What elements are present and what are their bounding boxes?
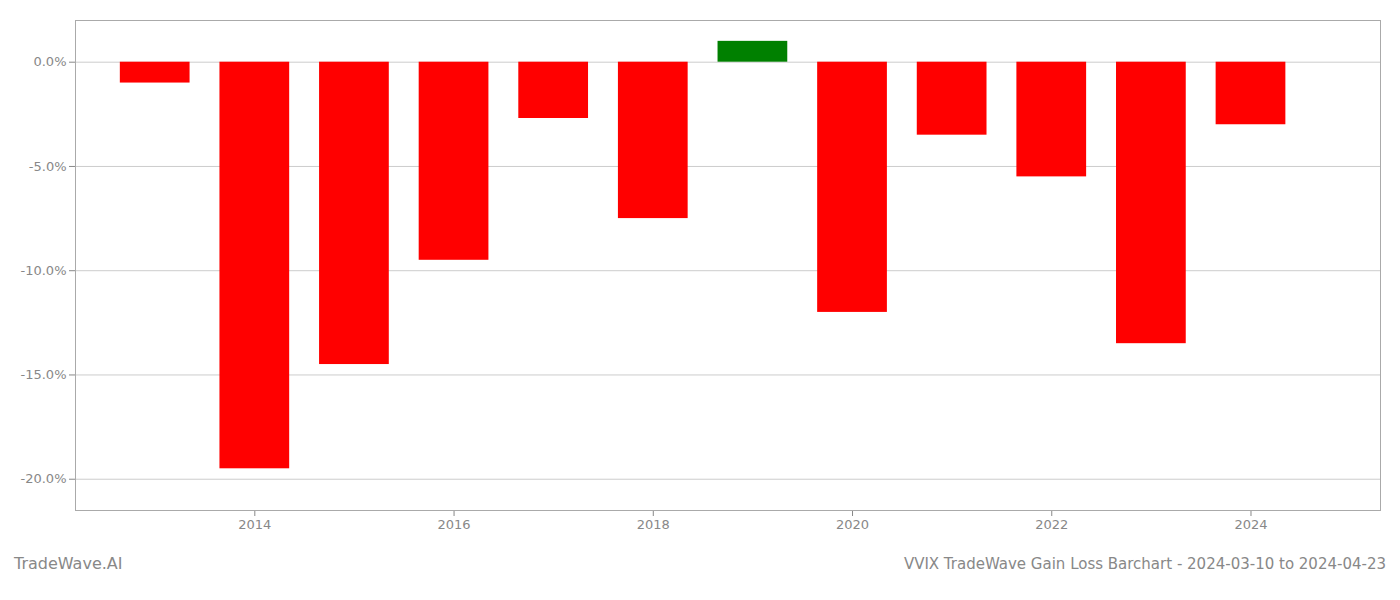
svg-text:-10.0%: -10.0%	[21, 263, 67, 278]
svg-text:-20.0%: -20.0%	[21, 471, 67, 486]
svg-text:-15.0%: -15.0%	[21, 367, 67, 382]
svg-text:2016: 2016	[438, 517, 471, 532]
html-text:TradeWave.AI: TradeWave.AI	[14, 554, 123, 573]
svg-text:-5.0%: -5.0%	[29, 159, 67, 174]
svg-text:0.0%: 0.0%	[33, 54, 66, 69]
svg-text:2024: 2024	[1234, 517, 1267, 532]
svg-text:2020: 2020	[836, 517, 869, 532]
html-text:VVIX TradeWave Gain Loss Barch: VVIX TradeWave Gain Loss Barchart - 2024…	[903, 555, 1386, 573]
svg-text:2014: 2014	[238, 517, 271, 532]
svg-text:2018: 2018	[637, 517, 670, 532]
svg-text:2022: 2022	[1035, 517, 1068, 532]
